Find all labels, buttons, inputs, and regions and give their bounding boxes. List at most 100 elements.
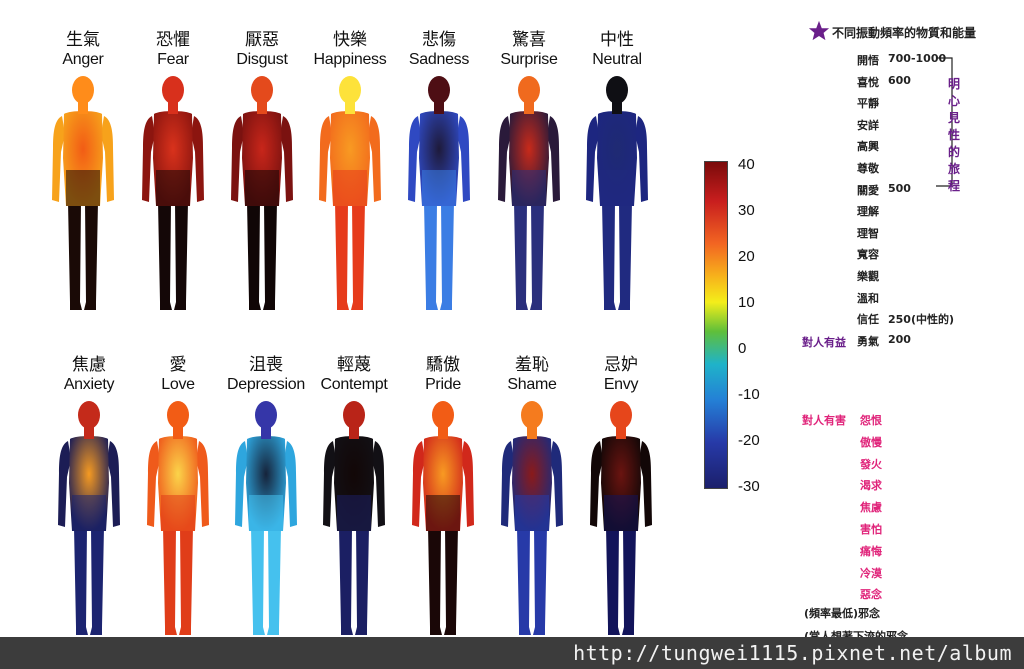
body-arm-left [501,441,514,527]
emotion-zh-label: 恐懼 [156,30,190,50]
body-neck [616,427,626,439]
body-head [518,76,540,104]
body-neck [349,427,359,439]
body-arm-right [191,116,204,202]
body-arm-right [101,116,114,202]
color-scale-bar [704,161,728,489]
emotion-zh-label: 驕傲 [426,355,460,375]
body-silhouette [590,401,652,635]
emotion-zh-label: 驚喜 [512,30,546,50]
body-hip [333,170,367,206]
body-silhouette [408,76,470,310]
body-hip [600,170,634,206]
scale-tick: -20 [738,432,760,449]
body-head [78,401,100,429]
body-hip [156,170,190,206]
body-arm-right [461,441,474,527]
scale-tick: -30 [738,478,760,495]
level-value: 200 [888,332,911,346]
body-arm-right [550,441,563,527]
lowest-label: (頻率最低)邪念 [804,607,881,620]
harmful-item: 發火 [860,457,882,471]
body-hip [337,495,371,531]
body-neck [434,102,444,114]
body-arm-left [142,116,155,202]
body-leg-left [251,527,265,635]
side-panel-title: 不同振動頻率的物質和能量 [832,26,977,40]
emotion-zh-label: 悲傷 [422,30,456,50]
emotion-zh-label: 輕蔑 [337,355,371,375]
body-neck [438,427,448,439]
emotion-figure: 愛 Love [133,355,223,644]
emotion-zh-label: 沮喪 [249,355,283,375]
body-leg-right [444,527,458,635]
body-leg-right [355,527,369,635]
body-hip [72,495,106,531]
harmful-label: 對人有害 [802,414,846,427]
emotion-en-label: Pride [425,376,461,393]
level-name: 開悟 [857,54,879,67]
emotion-figure: 驕傲 Pride [398,355,488,644]
body-leg-right [90,527,104,635]
body-silhouette [586,76,648,310]
level-value: 700-1000 [888,52,947,65]
body-leg-left [602,202,616,310]
harmful-item: 痛悔 [860,544,882,558]
emotion-figure: 驚喜 Surprise [484,30,574,319]
body-leg-right [263,202,277,310]
body-silhouette [147,401,209,635]
body-arm-left [58,441,71,527]
body-silhouette [412,401,474,635]
emotion-zh-label: 焦慮 [72,355,106,375]
body-head [251,76,273,104]
level-name: 高興 [857,140,879,154]
emotion-en-label: Shame [507,376,557,393]
harmful-item: 惡念 [860,588,882,602]
body-neck [524,102,534,114]
body-arm-left [498,116,511,202]
emotion-en-label: Fear [157,51,189,68]
body-arm-right [457,116,470,202]
body-head [610,401,632,429]
emotion-figure: 忌妒 Envy [576,355,666,644]
harmful-item: 渴求 [860,479,882,493]
body-silhouette [498,76,560,310]
watermark-text: http://tungwei1115.pixnet.net/album [573,641,1012,665]
body-leg-left [514,202,528,310]
emotion-figure: 快樂 Happiness [305,30,395,319]
emotion-en-label: Depression [227,376,305,393]
body-leg-left [428,527,442,635]
body-head [255,401,277,429]
body-arm-left [408,116,421,202]
body-leg-right [84,202,98,310]
body-arm-right [639,441,652,527]
emotion-figure: 悲傷 Sadness [394,30,484,319]
body-leg-left [158,202,172,310]
body-arm-left [412,441,425,527]
emotion-zh-label: 愛 [169,355,187,375]
emotion-figure: 厭惡 Disgust [217,30,307,319]
emotion-en-label: Envy [603,376,639,393]
harmful-item: 冷漠 [860,566,882,580]
body-hip [426,495,460,531]
body-head [167,401,189,429]
body-leg-left [247,202,261,310]
body-arm-left [586,116,599,202]
body-neck [84,427,94,439]
body-arm-left [231,116,244,202]
emotion-figure: 生氣 Anger [38,30,128,319]
emotion-figure: 羞恥 Shame [487,355,577,644]
body-arm-right [372,441,385,527]
body-arm-left [147,441,160,527]
body-leg-right [530,202,544,310]
emotion-zh-label: 羞恥 [515,355,549,375]
emotion-en-label: Anger [62,51,104,68]
body-leg-left [163,527,177,635]
journey-bracket [936,57,953,187]
body-neck [257,102,267,114]
harmful-item: 害怕 [860,523,882,536]
body-silhouette [319,76,381,310]
body-hip [245,170,279,206]
emotion-zh-label: 厭惡 [245,30,279,50]
body-arm-right [368,116,381,202]
